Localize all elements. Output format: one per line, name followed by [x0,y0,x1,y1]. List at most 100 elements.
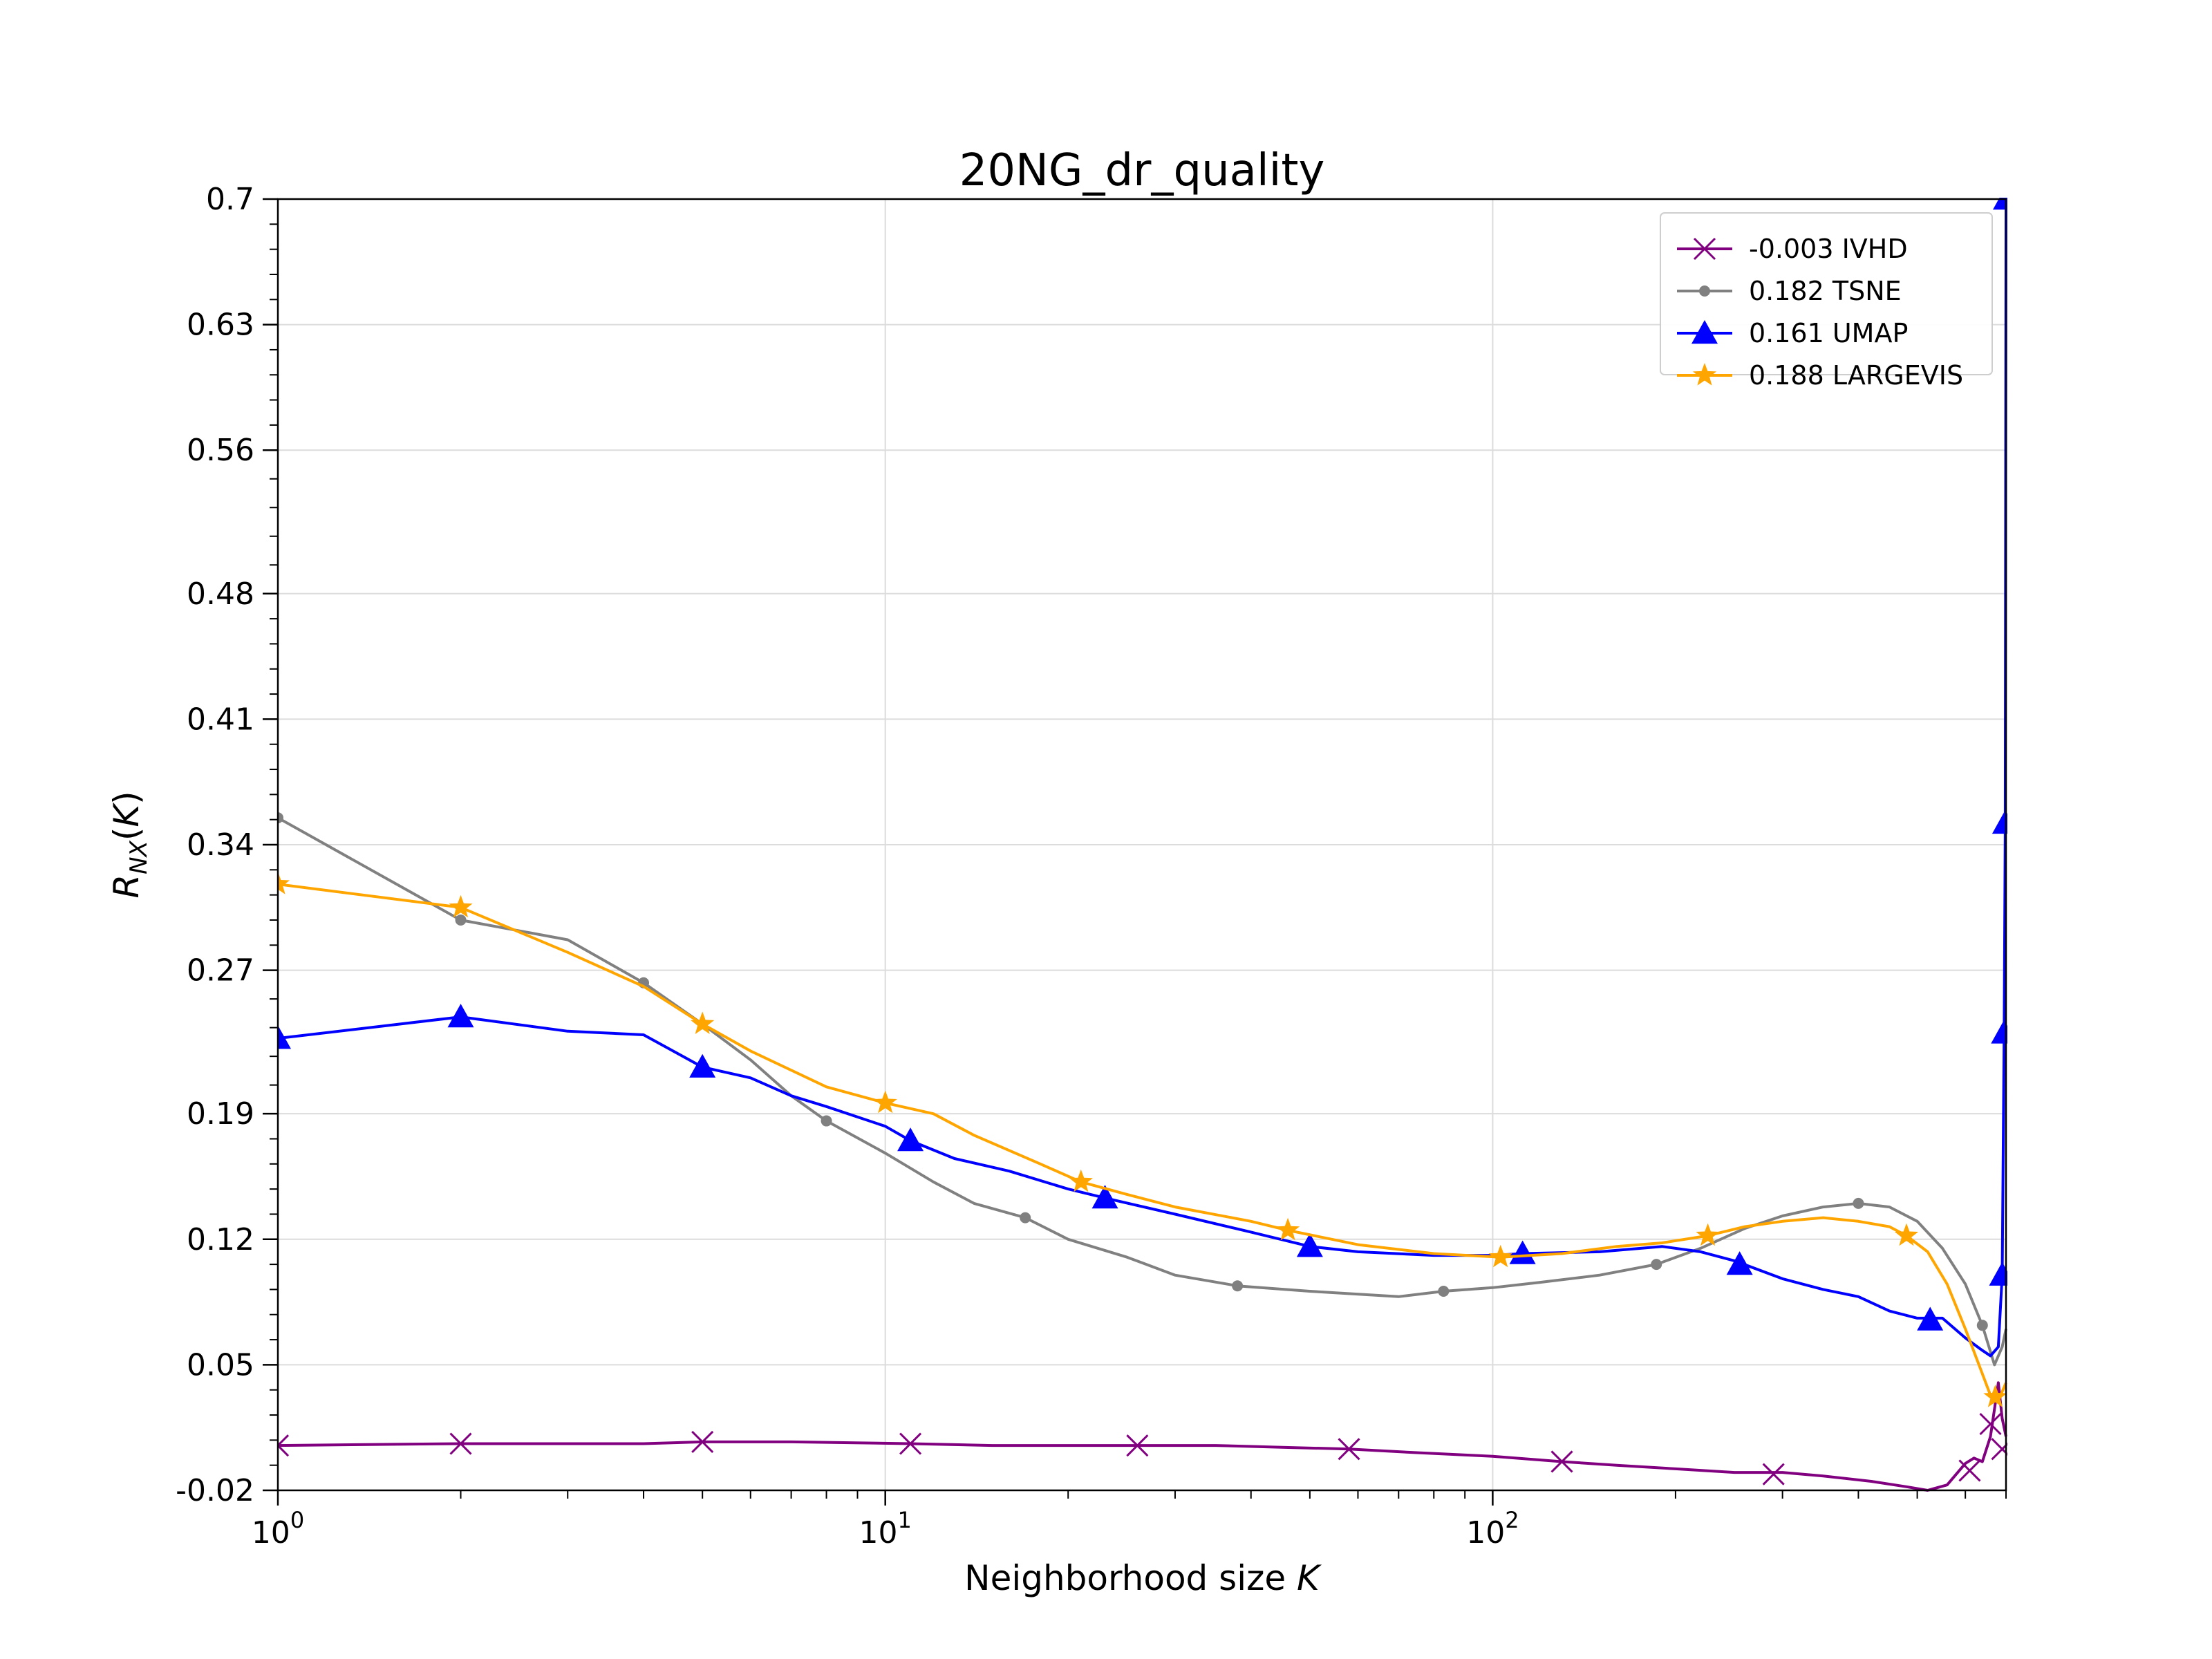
y-tick-label: 0.48 [187,577,254,612]
data-point [1550,1450,1573,1473]
data-point [447,1004,474,1028]
x-tick-exponent: 1 [898,1507,912,1533]
x-axis-label-text: Neighborhood size [964,1558,1297,1598]
data-point [449,1432,472,1455]
marker-stroke [1958,1459,1981,1482]
legend-label: 0.182 TSNE [1749,276,1902,306]
data-point [1509,1240,1536,1264]
y-axis-label-sub: NX [125,840,153,874]
data-point [689,1053,716,1078]
y-tick-label: 0.05 [187,1347,254,1382]
y-tick-label: 0.12 [187,1222,254,1257]
legend-entry: -0.003 IVHD [1677,234,1908,264]
series-line [278,816,2007,1367]
marker-stroke [1979,1412,2002,1436]
y-tick-label: -0.02 [176,1473,254,1508]
data-point [1020,1212,1031,1224]
x-tick-label: 101 [859,1507,912,1550]
y-axis-label-main: R [106,874,147,899]
data-point [1762,1463,1785,1485]
marker-stroke [691,1430,714,1454]
y-tick-label: 0.34 [187,827,254,863]
data-point [1276,1217,1300,1241]
star-marker-icon [1692,363,1717,386]
legend-label: 0.188 LARGEVIS [1749,360,1963,391]
x-tick-label: 100 [252,1507,304,1550]
y-axis-label-var: K [106,802,147,827]
data-point [1991,809,2007,834]
y-axis-label-close: ) [106,791,147,805]
x-marker-icon [1693,237,1716,261]
legend: -0.003 IVHD 0.182 TSNE 0.161 UMAP 0.188 LAR… [1660,212,1993,391]
data-point [1296,1233,1323,1257]
marker-stroke [1693,237,1716,261]
marker-stroke [1991,1442,2007,1461]
x-axis-label: Neighborhood size K [964,1558,1322,1598]
x-tick-exponent: 2 [1505,1507,1519,1533]
data-point [1979,1412,2002,1436]
data-point [278,812,283,824]
marker-stroke [1762,1463,1785,1485]
series-line [278,883,2007,1403]
data-point [1438,1286,1450,1297]
legend-entry: 0.161 UMAP [1677,318,1908,348]
data-point [1338,1438,1360,1461]
y-axis-label: RNX(K) [106,791,153,898]
marker-stroke [278,1434,290,1447]
marker-stroke [1338,1438,1360,1461]
data-point [1853,1197,1864,1209]
circle-marker-icon [1699,285,1710,297]
series-3 [278,872,2007,1407]
y-tick-label: 0.19 [187,1096,254,1132]
data-point [1993,198,2007,210]
series-layer [278,198,2007,1492]
data-point [821,1115,832,1127]
data-point [897,1127,924,1152]
data-point [1991,1438,2007,1461]
x-axis-label-var: K [1297,1558,1322,1598]
data-point [1488,1244,1512,1268]
series-line [278,1381,2007,1492]
data-point [1696,1223,1720,1246]
data-point [278,1025,291,1049]
data-point [691,1011,715,1034]
x-tick-base: 10 [1466,1515,1505,1550]
y-tick-label: 0.63 [187,308,254,343]
data-point [278,872,290,894]
y-tick-label: 0.41 [187,702,254,737]
data-point [1091,1185,1118,1209]
data-point [1976,1320,1988,1331]
data-point [691,1430,714,1454]
y-tick-label: 0.7 [206,182,254,217]
data-point [1894,1223,1919,1246]
marker-stroke [449,1432,472,1455]
legend-entry: 0.188 LARGEVIS [1677,360,1963,391]
data-point [449,894,473,918]
axes: 0.7 0.63 0.56 0.48 0.41 0.34 0.27 0.19 0.12 0.05 -… [176,182,2007,1550]
data-point [899,1432,922,1455]
data-point [278,1434,290,1457]
marker-stroke [1126,1434,1149,1457]
x-tick-base: 10 [859,1515,898,1550]
x-tick-base: 10 [252,1515,290,1550]
marker-stroke [899,1432,922,1455]
chart-title: 20NG_dr_quality [959,145,1325,196]
data-point [1917,1306,1944,1331]
legend-label: 0.161 UMAP [1749,318,1908,348]
y-tick-label: 0.56 [187,433,254,468]
data-point [1991,1020,2007,1044]
y-tick-label: 0.27 [187,953,254,988]
legend-box [1660,212,1993,375]
data-point [1958,1459,1981,1482]
data-point [1069,1169,1093,1192]
data-point [873,1090,897,1114]
data-point [1651,1259,1662,1271]
series-0 [278,1381,2007,1492]
data-point [1726,1251,1753,1275]
y-axis-label-arg: (K) [106,791,147,841]
triangle-marker-icon [1691,320,1718,344]
data-point [1989,1262,2007,1286]
legend-label: -0.003 IVHD [1749,234,1908,264]
marker-stroke [278,1444,290,1457]
